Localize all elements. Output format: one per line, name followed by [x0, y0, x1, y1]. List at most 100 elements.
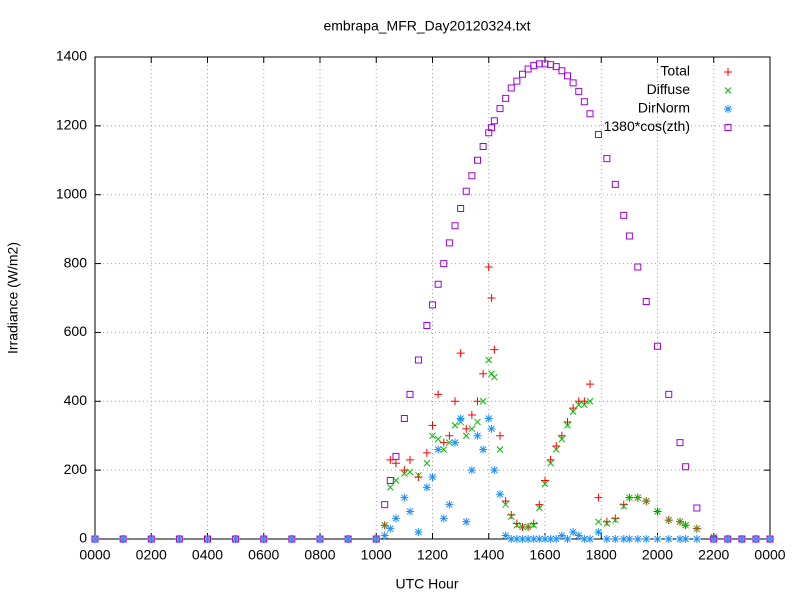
legend-label: 1380*cos(zth) — [604, 118, 690, 134]
data-point — [316, 535, 324, 543]
data-point — [529, 519, 538, 528]
data-point — [434, 445, 443, 454]
data-point — [414, 356, 422, 364]
data-point — [287, 535, 296, 543]
chart-title: embrapa_MFR_Day20120324.txt — [323, 18, 530, 34]
data-point — [386, 476, 394, 484]
data-point — [611, 514, 620, 523]
data-point — [380, 531, 389, 540]
data-point — [502, 94, 510, 102]
data-point — [175, 535, 183, 543]
data-point — [451, 397, 459, 406]
data-point — [391, 514, 400, 523]
data-point — [536, 504, 543, 512]
data-point — [547, 459, 554, 467]
data-point — [147, 535, 156, 543]
data-point — [529, 535, 538, 543]
data-point — [519, 70, 526, 78]
y-tick-label: 1400 — [56, 48, 87, 64]
data-point — [414, 528, 423, 537]
data-point — [507, 535, 516, 543]
legend-label: DirNorm — [638, 100, 690, 116]
data-point — [625, 535, 634, 543]
data-point — [681, 535, 690, 543]
data-point — [429, 301, 436, 309]
legend-marker — [724, 124, 732, 131]
data-point — [575, 401, 583, 409]
data-point — [546, 455, 555, 464]
data-point — [175, 535, 184, 543]
data-point — [524, 523, 532, 531]
x-tick-label: 0000 — [754, 547, 785, 563]
y-tick-label: 1200 — [56, 117, 87, 133]
data-point — [642, 297, 650, 305]
data-point — [564, 72, 571, 80]
data-point — [474, 418, 481, 426]
data-point — [451, 222, 459, 230]
y-tick-label: 200 — [64, 461, 88, 477]
data-point — [392, 477, 400, 484]
data-point — [611, 180, 619, 188]
data-point — [467, 466, 476, 475]
data-point — [519, 523, 526, 531]
data-point — [496, 105, 504, 113]
data-point — [586, 535, 594, 543]
data-point — [574, 531, 583, 540]
data-point — [381, 521, 389, 529]
data-point — [488, 124, 496, 132]
data-point — [316, 535, 324, 543]
data-point — [752, 535, 760, 543]
data-point — [445, 500, 454, 509]
data-point — [468, 425, 476, 433]
data-point — [119, 535, 128, 543]
data-point — [344, 535, 352, 543]
data-point — [462, 517, 471, 526]
data-point — [507, 84, 515, 92]
x-tick-label: 0200 — [136, 547, 167, 563]
data-point — [710, 535, 718, 543]
data-point — [400, 415, 408, 422]
data-point — [406, 455, 414, 464]
data-point — [440, 260, 448, 268]
data-point — [611, 516, 619, 524]
data-point — [541, 480, 549, 488]
legend-label: Total — [660, 63, 690, 79]
data-point — [530, 521, 538, 529]
x-tick-label: 1800 — [586, 547, 617, 563]
data-point — [575, 87, 583, 95]
data-point — [428, 421, 437, 430]
data-point — [91, 535, 99, 543]
data-point — [372, 535, 381, 543]
data-point — [231, 535, 240, 543]
data-point — [490, 117, 498, 125]
data-point — [580, 397, 589, 406]
data-point — [456, 414, 465, 423]
data-point — [490, 345, 499, 354]
data-point — [91, 535, 99, 543]
data-point — [611, 535, 620, 543]
data-point — [594, 493, 603, 502]
data-point — [709, 535, 718, 543]
data-point — [372, 535, 380, 543]
data-point — [665, 516, 673, 524]
data-point — [586, 110, 594, 118]
data-point — [428, 473, 437, 482]
data-point — [723, 535, 732, 543]
data-point — [147, 535, 155, 543]
data-point — [541, 535, 549, 543]
data-point — [634, 494, 642, 502]
data-point — [619, 500, 628, 509]
data-point — [462, 432, 470, 440]
data-point — [260, 535, 268, 543]
x-tick-label: 1400 — [473, 547, 504, 563]
data-point — [479, 445, 488, 454]
data-point — [586, 397, 594, 405]
data-point — [676, 439, 684, 447]
data-point — [487, 294, 496, 302]
data-point — [473, 397, 482, 406]
data-point — [569, 408, 577, 415]
legend-label: Diffuse — [647, 81, 691, 97]
data-point — [479, 397, 487, 405]
data-point — [602, 535, 611, 543]
y-tick-label: 0 — [79, 530, 87, 546]
